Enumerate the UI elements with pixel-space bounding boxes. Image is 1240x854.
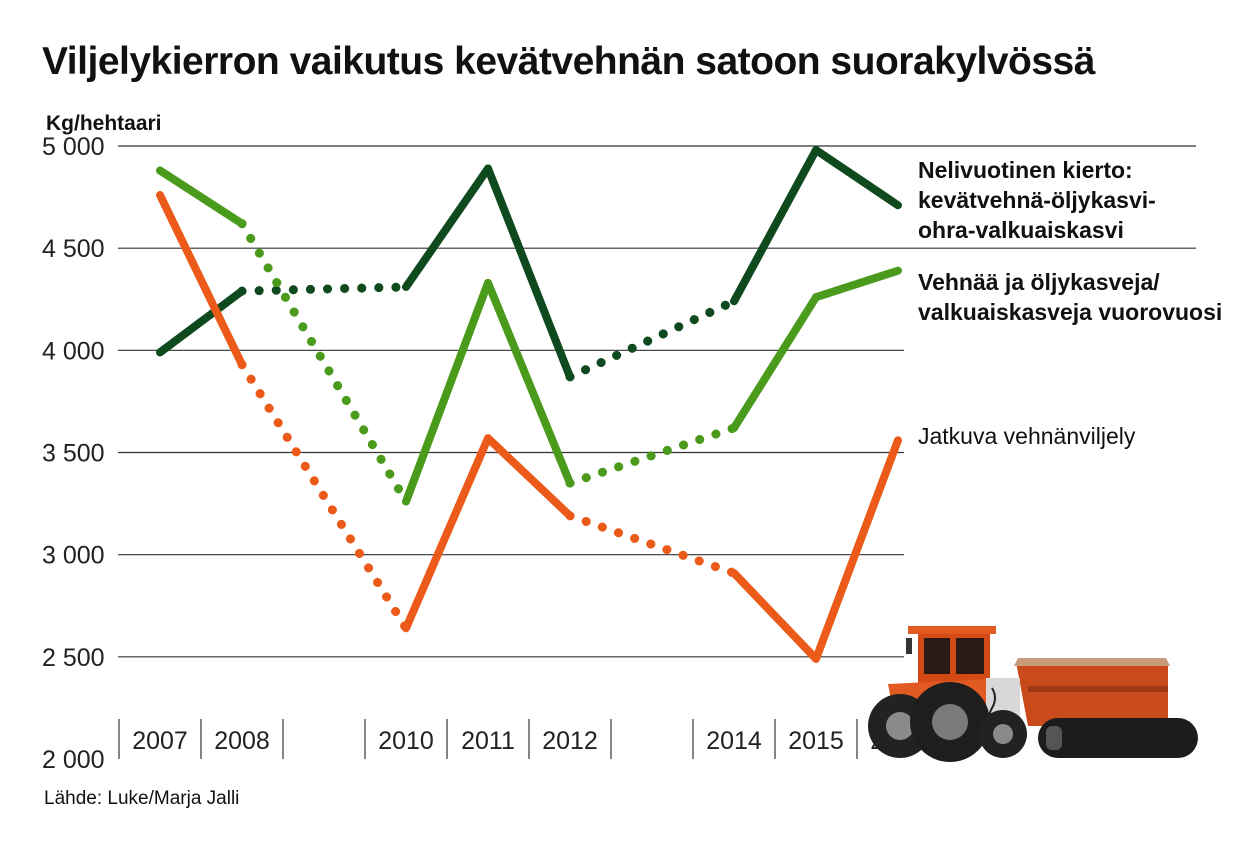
x-tick-label: 2008 xyxy=(214,727,270,755)
y-tick-label: 5 000 xyxy=(42,133,105,161)
series-2-segment xyxy=(730,569,820,663)
series-2-segment xyxy=(237,360,411,633)
series-1-segment xyxy=(402,278,492,506)
y-axis-label: Kg/hehtaari xyxy=(46,112,162,135)
tractor-illustration xyxy=(868,626,1198,762)
series-0-segment xyxy=(402,164,492,291)
y-tick-label: 4 500 xyxy=(42,235,105,263)
y-tick-label: 2 000 xyxy=(42,746,105,774)
y-tick-label: 3 000 xyxy=(42,542,105,570)
series-2-segment xyxy=(156,191,246,369)
legend-label-1: Vehnää ja öljykasveja/ xyxy=(918,269,1160,295)
y-tick-label: 3 500 xyxy=(42,440,105,468)
series-0-segment xyxy=(812,146,902,210)
y-tick-label: 4 000 xyxy=(42,337,105,365)
series-2-segment xyxy=(402,434,492,633)
grid-lines xyxy=(118,145,1196,658)
x-tick-label: 2012 xyxy=(542,727,598,755)
legend-label-2: Jatkuva vehnänviljely xyxy=(918,423,1136,449)
series-1-segment xyxy=(156,166,246,228)
series-2-segment xyxy=(812,436,902,663)
legend-label-0: ohra-valkuaiskasvi xyxy=(918,217,1124,243)
series-1-segment xyxy=(565,423,739,488)
chart-title: Viljelykierron vaikutus kevätvehnän sato… xyxy=(42,40,1095,83)
legend: Nelivuotinen kierto: kevätvehnä-öljykasvi… xyxy=(918,157,1222,449)
x-tick-label: 2010 xyxy=(378,727,434,755)
series-1-segment xyxy=(730,293,820,432)
series-0-segment xyxy=(565,296,739,382)
series-0-segment xyxy=(484,164,574,381)
legend-label-0: kevätvehnä-öljykasvi- xyxy=(918,187,1156,213)
series-0-segment xyxy=(156,287,246,357)
x-tick-label: 2011 xyxy=(461,727,515,755)
x-tick-label: 2015 xyxy=(788,727,844,755)
series-2-segment xyxy=(565,511,739,578)
x-tick-label: 2014 xyxy=(706,727,762,755)
source-note: Lähde: Luke/Marja Jalli xyxy=(44,788,240,809)
series-1-segment xyxy=(812,266,902,302)
series-1-segment xyxy=(484,278,574,488)
series-lines xyxy=(156,146,902,663)
y-axis-ticks: 5 000 4 500 4 000 3 500 3 000 2 500 2 000 xyxy=(42,133,105,774)
x-axis: 20072008201020112012201420152016 xyxy=(118,719,940,759)
x-tick-label: 2007 xyxy=(132,727,188,755)
legend-label-0: Nelivuotinen kierto: xyxy=(918,157,1133,183)
series-1-segment xyxy=(237,219,411,507)
series-2-segment xyxy=(484,434,574,520)
series-0-segment xyxy=(237,282,411,296)
legend-label-1: valkuaiskasveja vuorovuosi xyxy=(918,299,1222,325)
y-tick-label: 2 500 xyxy=(42,644,105,672)
series-0-segment xyxy=(730,146,820,306)
